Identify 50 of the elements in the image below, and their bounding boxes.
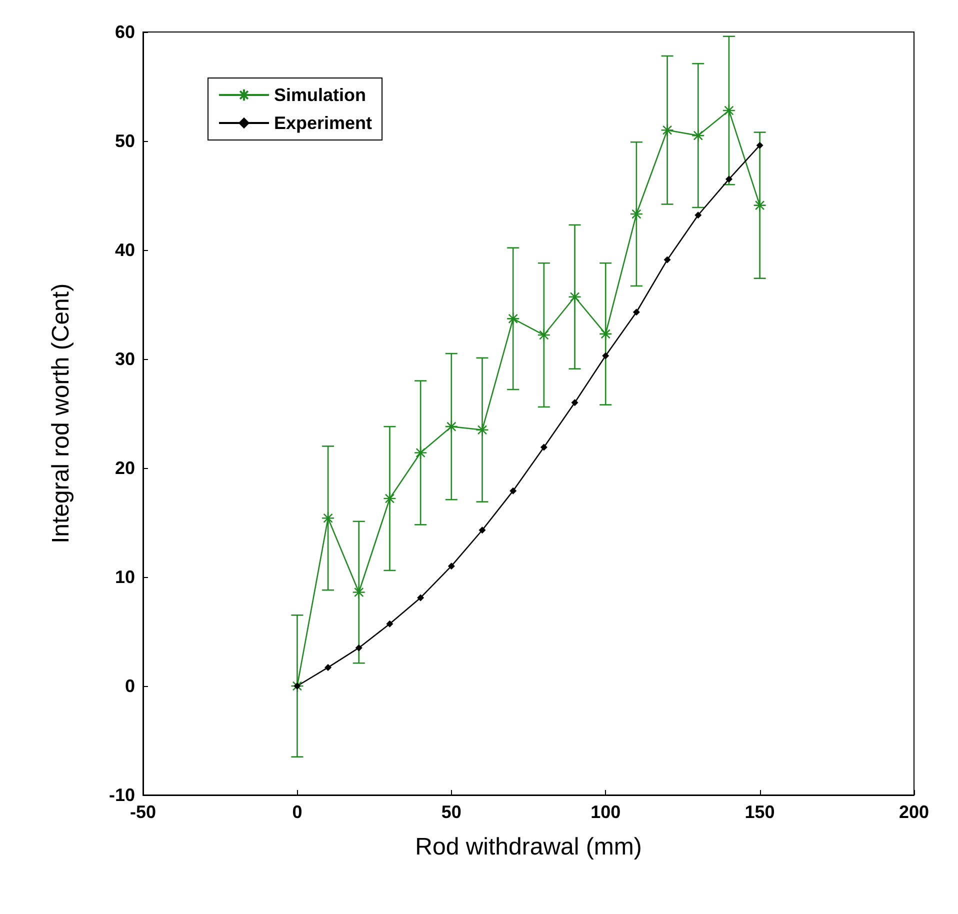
legend-label: Simulation: [274, 85, 366, 105]
x-tick-label: 0: [292, 802, 302, 822]
point: [568, 290, 582, 304]
point: [537, 328, 551, 342]
point: [571, 399, 578, 406]
point: [725, 176, 732, 183]
point: [417, 594, 424, 602]
y-tick-label: 10: [114, 567, 135, 587]
point: [355, 644, 362, 652]
point: [386, 620, 394, 628]
x-axis-title: Rod withdrawal (mm): [415, 834, 642, 860]
x-tick-label: 50: [441, 802, 462, 822]
point: [602, 352, 610, 360]
point: [383, 492, 396, 506]
y-tick-label: 30: [114, 349, 135, 369]
point: [660, 123, 674, 137]
point: [510, 487, 517, 494]
point: [694, 212, 702, 219]
y-tick-label: -10: [108, 785, 135, 805]
point: [630, 207, 644, 221]
point: [753, 198, 766, 212]
y-tick-label: 40: [114, 240, 135, 260]
point: [414, 446, 428, 460]
point: [632, 308, 640, 316]
point: [506, 312, 520, 326]
y-tick-label: 20: [114, 458, 135, 478]
point: [756, 142, 764, 149]
point: [352, 586, 366, 599]
x-tick-label: 200: [898, 802, 930, 822]
point: [294, 682, 301, 690]
x-tick-label: 150: [744, 802, 775, 822]
point: [540, 444, 548, 451]
y-axis-title: Integral rod worth (Cent): [48, 283, 74, 544]
point: [722, 104, 736, 118]
y-tick-label: 60: [114, 22, 135, 42]
point: [691, 128, 705, 142]
x-tick-label: -50: [130, 802, 156, 822]
point: [444, 420, 458, 434]
legend-label: Experiment: [274, 113, 372, 133]
point: [290, 679, 304, 693]
point: [476, 423, 489, 436]
point: [598, 327, 612, 341]
x-tick-label: 100: [590, 802, 621, 822]
point: [478, 526, 486, 534]
y-tick-label: 0: [124, 676, 135, 696]
point: [664, 256, 671, 264]
y-tick-label: 50: [114, 131, 135, 151]
point: [321, 511, 335, 525]
point: [324, 664, 332, 671]
point: [448, 562, 455, 570]
